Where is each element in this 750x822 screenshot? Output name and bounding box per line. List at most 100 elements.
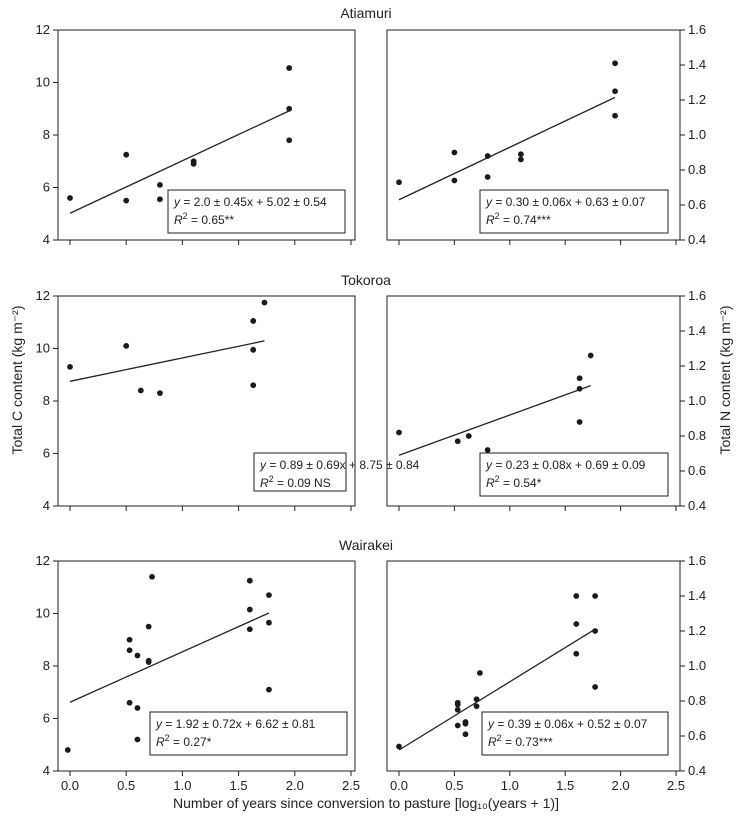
data-point [484,447,491,453]
regression-equation: y = 0.23 ± 0.08x + 0.69 ± 0.09 [485,458,646,472]
data-point [592,684,599,690]
data-point [576,419,583,425]
panel-wairakei-n: 0.4 0.6 0.8 1.0 1.2 1.4 1.6 0.0 0.5 1.0 1.5 2.0 2.5 y… [386,553,706,793]
y-tick-label: 0.6 [688,197,706,212]
y-tick-label: 10 [36,75,50,90]
x-axis-label: Number of years since conversion to past… [173,795,559,811]
y-tick-label: 1.6 [688,553,706,568]
data-point [454,438,461,445]
y-tick-label: 4 [43,498,50,513]
y-tick-label: 10 [36,606,50,621]
y-tick-label: 1.4 [688,588,706,603]
data-point [576,385,583,392]
data-point [286,105,293,112]
data-point [454,701,461,708]
y-tick-label: 0.8 [688,428,706,443]
y-tick-label: 0.6 [688,463,706,478]
panel-tokoroa-c: 4 6 8 10 12 y = 0.89 ± 0.69x + 8.75 ± 0.84 R2 … [36,288,420,513]
data-point [286,137,293,144]
data-point [462,731,469,738]
y-tick-label: 1.2 [688,92,706,107]
y-tick-label: 1.6 [688,288,706,303]
equation-box [149,711,348,756]
data-point [157,390,163,397]
data-point [451,177,458,184]
data-point [573,621,580,627]
data-point [465,433,472,439]
data-point [261,299,268,306]
y-tick-label: 6 [43,180,50,195]
equation-box [481,711,669,756]
r-squared: R2 = 0.73*** [488,733,553,749]
data-point [451,149,458,156]
data-point [67,363,73,370]
data-point [250,346,257,353]
y-tick-label: 10 [36,341,50,356]
y-axis-label-right: Total N content (kg m⁻²) [717,306,733,455]
y-tick-label: 1.4 [688,323,706,338]
y-axis-label-left: Total C content (kg m⁻²) [9,306,25,455]
y-tick-label: 1.4 [688,57,706,72]
regression-line [69,110,290,214]
regression-equation: y = 2.0 ± 0.45x + 5.02 ± 0.54 [173,195,327,209]
regression-line [69,612,270,703]
data-point [126,636,133,643]
x-tick-label: 2.0 [286,778,304,793]
y-tick-label: 12 [36,553,50,568]
data-point [157,181,163,188]
data-point [612,112,618,119]
y-tick-label: 0.4 [688,763,706,778]
data-point [126,647,133,654]
data-point [573,593,580,599]
y-tick-label: 1.6 [688,22,706,37]
data-point [396,743,402,750]
site-title-atiamuri: Atiamuri [340,5,391,21]
data-point [266,592,272,599]
site-title-tokoroa: Tokoroa [341,272,391,288]
data-point [64,747,71,753]
equation-box [479,452,669,497]
data-point [484,174,491,180]
data-point [126,699,133,706]
panels-group: 4 6 8 10 12 y = 2.0 ± 0.45x + 5.02 ± 0.54 R2 =… [36,22,707,793]
data-point [473,696,480,703]
y-tick-label: 6 [43,446,50,461]
y-tick-label: 8 [43,658,50,673]
x-tick-label: 2.0 [612,778,630,793]
x-tick-label: 0.5 [445,778,463,793]
data-point [592,593,599,599]
panel-atiamuri-c: 4 6 8 10 12 y = 2.0 ± 0.45x + 5.02 ± 0.54 R2 =… [36,22,356,247]
regression-line [398,385,591,456]
data-point [134,705,141,711]
r-squared: R2 = 0.54* [486,474,542,490]
y-tick-label: 4 [43,232,50,247]
data-point [137,387,144,394]
equation-box [479,189,669,234]
data-point [134,652,141,659]
regression-equation: y = 0.89 ± 0.69x + 8.75 ± 0.84 [259,458,420,472]
data-point [396,429,402,436]
y-tick-label: 8 [43,127,50,142]
y-tick-label: 12 [36,288,50,303]
y-tick-label: 0.4 [688,498,706,513]
data-point [592,628,599,634]
data-point [396,179,402,186]
regression-equation: y = 1.92 ± 0.72x + 6.62 ± 0.81 [155,717,316,731]
y-tick-label: 0.6 [688,728,706,743]
data-point [573,650,580,657]
regression-line [398,96,616,201]
data-point [250,318,257,324]
y-tick-label: 12 [36,22,50,37]
data-point [145,659,152,665]
data-point [149,573,155,580]
x-tick-label: 0.0 [61,778,79,793]
panel-wairakei-c: 4 6 8 10 12 0.0 0.5 1.0 1.5 2.0 2.5 y = 1.92 ± 0.72… [36,553,361,793]
y-tick-label: 1.0 [688,658,706,673]
regression-line [398,628,596,751]
data-point [67,195,73,201]
data-point [576,375,583,382]
data-point [190,160,197,167]
y-tick-label: 1.0 [688,127,706,142]
r-squared: R2 = 0.27* [156,733,212,749]
data-point [134,736,141,743]
